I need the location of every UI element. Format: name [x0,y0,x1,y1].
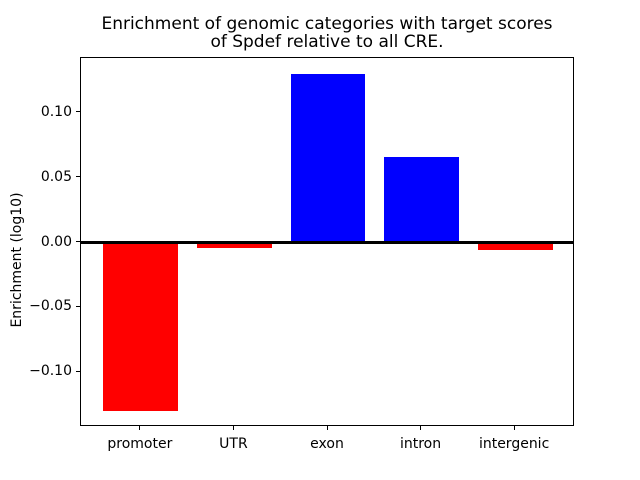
bar-intergenic [477,242,553,251]
y-tick-mark [76,370,80,372]
x-tick-mark [420,426,422,430]
y-tick-label: −0.10 [29,363,72,380]
bar-promoter [103,242,179,412]
x-tick-label-intergenic: intergenic [478,436,550,452]
x-tick-mark [326,426,328,430]
x-tick-label-UTR: UTR [219,436,248,452]
y-tick-mark [76,305,80,307]
x-tick-label-intron: intron [399,436,442,452]
bar-exon [290,73,366,243]
chart-title-line-2: of Spdef relative to all CRE. [210,32,444,52]
bar-intron [384,156,459,243]
x-tick-mark [232,426,234,430]
zero-line [81,241,573,244]
chart-title: Enrichment of genomic categories with ta… [80,15,574,51]
y-tick-label: 0.00 [40,233,72,250]
y-tick-mark [76,176,80,178]
y-tick-label: 0.05 [40,168,72,185]
y-tick-mark [76,111,80,113]
x-tick-label-exon: exon [310,436,344,452]
y-axis-label: Enrichment (log10) [9,192,25,328]
y-tick-mark [76,241,80,242]
y-tick-label: 0.10 [40,103,72,120]
y-tick-label: −0.05 [29,298,72,315]
x-tick-mark [139,426,141,430]
x-tick-label-promoter: promoter [107,436,173,452]
plot-area [80,57,574,426]
chart-title-line-1: Enrichment of genomic categories with ta… [101,14,553,34]
bar-UTR [197,242,272,248]
x-tick-mark [513,426,515,430]
